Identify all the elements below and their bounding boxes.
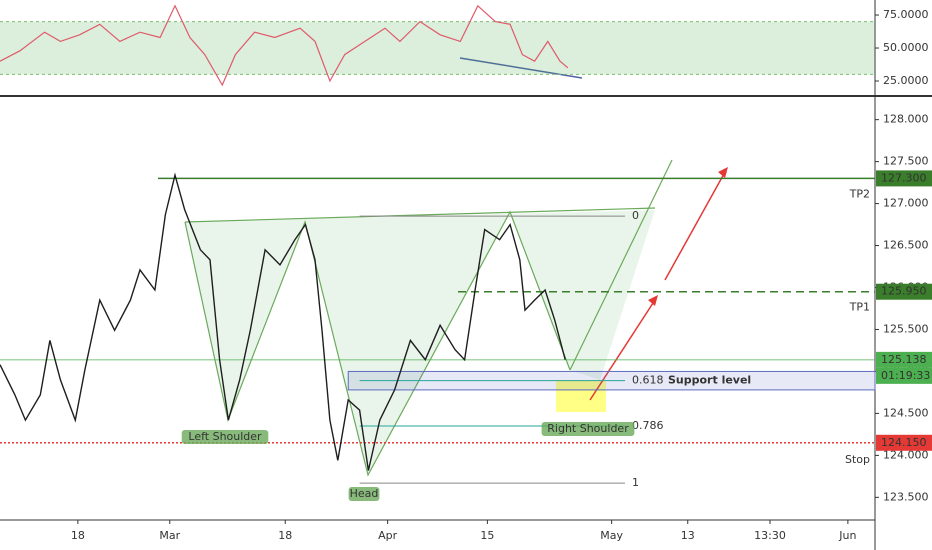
arrow [589,299,656,401]
arrow-head [648,295,658,306]
pattern-line [184,210,571,477]
price-tag-label: 125.138 [881,353,927,366]
annotation-box [541,422,635,436]
x-tick-label: 18 [278,529,292,542]
fib-label: 0.618 [632,374,664,387]
level-name: TP2 [849,187,870,200]
y-tick-label: 124.000 [883,448,929,461]
countdown-tag [876,367,932,384]
fib-label: 0.786 [632,419,664,432]
annotation: Head [350,487,379,500]
support-label: Support level [668,374,751,387]
y-tick-label: 128.000 [883,113,929,126]
x-tick-label: Mar [159,529,180,542]
annotation: Left Shoulder [188,430,262,443]
y-tick-label: 124.500 [883,406,929,419]
series-line [0,4,569,87]
y-tick-label: 127.000 [883,197,929,210]
level-name: Stop [845,453,870,466]
price-tag-label: 127.300 [881,171,927,184]
price-tag [876,351,932,368]
fib-label: 1 [632,476,639,489]
arrow-head [718,167,728,178]
price-tag-label: 125.950 [881,285,927,298]
y-tick-label: 75.0000 [883,8,929,21]
pattern-fill [185,210,655,475]
y-tick-label: 123.500 [883,490,929,503]
y-tick-label: 50.0000 [883,41,929,54]
x-tick-label: Apr [378,529,398,542]
projection-line [569,159,673,371]
x-tick-label: Jun [838,529,856,542]
price-tag [876,170,932,187]
countdown-label: 01:19:33 [881,369,930,382]
price-tag [876,283,932,300]
x-tick-label: 18 [71,529,85,542]
x-tick-label: 13 [681,529,695,542]
annotation-box [348,487,380,501]
x-tick-label: May [600,529,623,542]
series-line [0,172,566,471]
arrow [664,171,726,281]
neckline [184,207,656,223]
x-tick-label: 13:30 [754,529,786,542]
rsi-divergence [459,57,583,79]
entry-zone [556,380,606,412]
y-tick-label: 127.500 [883,155,929,168]
annotation-box [181,430,269,444]
price-tag [876,434,932,451]
rsi-band [0,21,875,75]
level-name: TP1 [849,301,870,314]
y-tick-label: 126.500 [883,239,929,252]
y-tick-label: 25.0000 [883,74,929,87]
annotation: Right Shoulder [547,422,629,435]
price-tag-label: 124.150 [881,436,927,449]
fib-label: 0 [632,209,639,222]
y-tick-label: 125.500 [883,322,929,335]
x-tick-label: 15 [480,529,494,542]
